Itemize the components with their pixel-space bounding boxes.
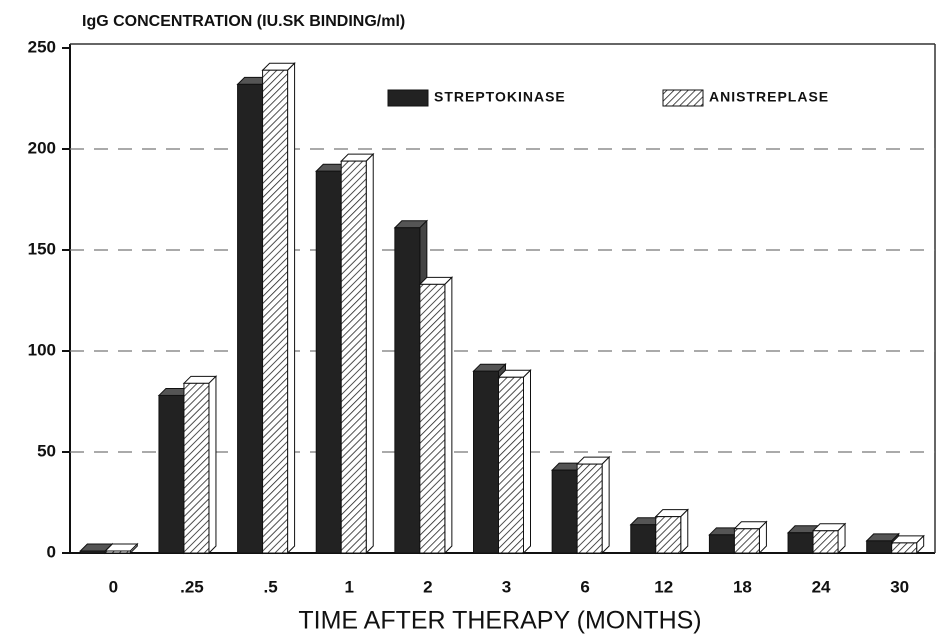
y-tick-label: 0 [47,542,56,561]
y-tick-label: 50 [37,441,56,460]
y-tick-label: 250 [28,37,56,56]
x-tick-label: 1 [344,577,353,596]
x-tick-label: .5 [263,577,277,596]
x-tick-label: 0 [109,577,118,596]
bar [237,83,264,554]
bar [891,542,918,554]
bar [708,534,735,554]
bar [655,516,682,554]
bar [787,532,814,554]
y-tick-label: 100 [28,340,56,359]
bar-side [365,152,374,555]
y-tick-label: 200 [28,138,56,157]
bar [340,160,367,554]
legend-label: ANISTREPLASE [709,89,829,105]
x-tick-label: 18 [733,577,752,596]
x-tick-label: .25 [180,577,204,596]
bar [79,550,106,554]
x-tick-label: 30 [890,577,909,596]
bar [262,69,289,554]
bar [394,227,421,554]
bar [576,463,603,554]
x-tick-label: 12 [654,577,673,596]
x-axis-title: TIME AFTER THERAPY (MONTHS) [298,607,701,635]
bar-side [287,62,296,555]
bar [812,530,839,554]
bar [158,394,185,554]
bar [183,382,210,554]
legend-swatch [662,89,704,107]
bar-side [601,455,610,555]
legend-swatch [387,89,429,107]
bar-side [444,276,453,555]
bar-side [208,375,217,555]
bar-side [523,369,531,555]
x-tick-label: 6 [580,577,589,596]
bar [315,170,342,554]
bar-side [680,508,689,555]
y-tick-label: 150 [28,239,56,258]
bar [866,540,893,554]
bar [419,283,446,554]
x-tick-label: 2 [423,577,432,596]
bar [498,376,524,554]
x-tick-label: 24 [812,577,831,596]
legend-label: STREPTOKINASE [434,89,566,105]
bar [630,524,657,554]
x-tick-label: 3 [502,577,511,596]
bar [104,550,131,554]
bar [551,469,578,554]
bar [473,370,499,554]
bar [733,528,760,554]
y-axis-title: IgG CONCENTRATION (IU.SK BINDING/ml) [82,13,405,30]
